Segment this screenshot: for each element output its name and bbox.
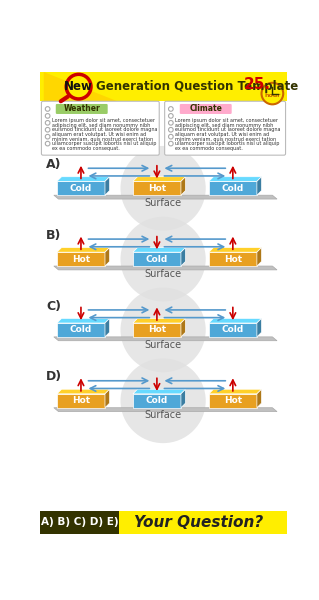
- Text: Surface: Surface: [145, 340, 182, 350]
- Text: adipiscing elit, sed diam nonummy nibh: adipiscing elit, sed diam nonummy nibh: [175, 123, 273, 128]
- Polygon shape: [44, 72, 117, 101]
- Polygon shape: [181, 177, 186, 195]
- Text: C): C): [46, 299, 61, 313]
- Polygon shape: [54, 408, 277, 412]
- Polygon shape: [257, 389, 262, 408]
- Polygon shape: [57, 248, 110, 252]
- Polygon shape: [133, 177, 186, 181]
- Polygon shape: [54, 266, 277, 270]
- Polygon shape: [181, 319, 186, 337]
- Polygon shape: [57, 177, 110, 181]
- Bar: [133, 394, 181, 408]
- Circle shape: [66, 74, 91, 99]
- Bar: [57, 252, 105, 266]
- Polygon shape: [257, 319, 262, 337]
- Text: aliquam erat volutpat. Ut wisi enim ad: aliquam erat volutpat. Ut wisi enim ad: [175, 132, 269, 137]
- FancyBboxPatch shape: [165, 101, 286, 155]
- Text: Cold: Cold: [146, 396, 168, 405]
- FancyBboxPatch shape: [41, 101, 159, 155]
- Text: Lorem ipsum dolor sit amet, consectetuer: Lorem ipsum dolor sit amet, consectetuer: [51, 118, 154, 123]
- Polygon shape: [181, 248, 186, 266]
- Polygon shape: [57, 319, 110, 323]
- Text: ex ea commodo consequat.: ex ea commodo consequat.: [51, 146, 119, 151]
- Text: Cold: Cold: [70, 184, 92, 193]
- Polygon shape: [57, 389, 110, 394]
- Text: A) B) C) D) E): A) B) C) D) E): [41, 517, 118, 527]
- Bar: [209, 252, 257, 266]
- Polygon shape: [133, 389, 186, 394]
- Text: Hot: Hot: [224, 254, 242, 263]
- Polygon shape: [209, 319, 262, 323]
- Bar: [133, 252, 181, 266]
- FancyBboxPatch shape: [56, 104, 108, 114]
- Bar: [40, 511, 119, 534]
- Text: euismod tincidunt ut laoreet dolore magna: euismod tincidunt ut laoreet dolore magn…: [51, 127, 157, 133]
- Polygon shape: [209, 389, 262, 394]
- Bar: [57, 181, 105, 195]
- Polygon shape: [54, 337, 277, 341]
- Text: Cold: Cold: [70, 325, 92, 334]
- Polygon shape: [54, 195, 277, 199]
- Bar: [133, 181, 181, 195]
- Polygon shape: [133, 248, 186, 252]
- Text: Hot: Hot: [72, 396, 90, 405]
- Polygon shape: [257, 177, 262, 195]
- Text: Hot: Hot: [224, 396, 242, 405]
- Text: 25.: 25.: [244, 77, 271, 92]
- Text: Surface: Surface: [145, 410, 182, 421]
- Circle shape: [121, 217, 206, 301]
- Bar: [57, 323, 105, 337]
- Text: ex ea commodo consequat.: ex ea commodo consequat.: [175, 146, 242, 151]
- Text: Your Question?: Your Question?: [134, 515, 263, 530]
- Bar: [40, 511, 287, 534]
- Text: adipiscing elit, sed diam nonummy nibh: adipiscing elit, sed diam nonummy nibh: [51, 123, 150, 128]
- Polygon shape: [133, 319, 186, 323]
- Text: New: New: [64, 80, 93, 93]
- Text: B): B): [46, 229, 62, 242]
- Circle shape: [121, 287, 206, 372]
- Text: Surface: Surface: [145, 269, 182, 279]
- Text: D): D): [46, 370, 62, 383]
- FancyBboxPatch shape: [180, 104, 232, 114]
- Circle shape: [121, 358, 206, 443]
- Text: Generation Question Template: Generation Question Template: [96, 80, 298, 93]
- Circle shape: [121, 146, 206, 230]
- Bar: [209, 394, 257, 408]
- Polygon shape: [105, 177, 110, 195]
- Bar: [40, 72, 287, 101]
- Text: Lorem ipsum dolor sit amet, consectetuer: Lorem ipsum dolor sit amet, consectetuer: [175, 118, 278, 123]
- Text: minim veniam, quis nostrud exerci tation: minim veniam, quis nostrud exerci tation: [175, 137, 276, 142]
- Polygon shape: [105, 389, 110, 408]
- Text: Hot: Hot: [148, 184, 166, 193]
- Bar: [57, 394, 105, 408]
- Polygon shape: [181, 389, 186, 408]
- Text: Climate: Climate: [189, 104, 222, 113]
- Text: euismod tincidunt ut laoreet dolore magna: euismod tincidunt ut laoreet dolore magn…: [175, 127, 280, 133]
- Text: ullamcorper suscipit lobortis nisl ut aliquip: ullamcorper suscipit lobortis nisl ut al…: [175, 141, 279, 146]
- Circle shape: [262, 83, 283, 104]
- Polygon shape: [257, 248, 262, 266]
- Text: Hot: Hot: [148, 325, 166, 334]
- Polygon shape: [105, 319, 110, 337]
- Text: A): A): [46, 158, 62, 171]
- Text: hour: hour: [264, 92, 281, 98]
- Polygon shape: [105, 248, 110, 266]
- Text: Hot: Hot: [72, 254, 90, 263]
- Polygon shape: [209, 248, 262, 252]
- Polygon shape: [209, 177, 262, 181]
- Bar: [209, 323, 257, 337]
- Text: Cold: Cold: [222, 184, 244, 193]
- Text: Cold: Cold: [222, 325, 244, 334]
- Bar: [209, 181, 257, 195]
- Text: Surface: Surface: [145, 198, 182, 208]
- Text: Weather: Weather: [63, 104, 100, 113]
- Text: minim veniam, quis nostrud exerci tation: minim veniam, quis nostrud exerci tation: [51, 137, 152, 142]
- Text: aliquam erat volutpat. Ut wisi enim ad: aliquam erat volutpat. Ut wisi enim ad: [51, 132, 146, 137]
- Text: Cold: Cold: [146, 254, 168, 263]
- Text: ullamcorper suscipit lobortis nisl ut aliquip: ullamcorper suscipit lobortis nisl ut al…: [51, 141, 156, 146]
- Bar: [133, 323, 181, 337]
